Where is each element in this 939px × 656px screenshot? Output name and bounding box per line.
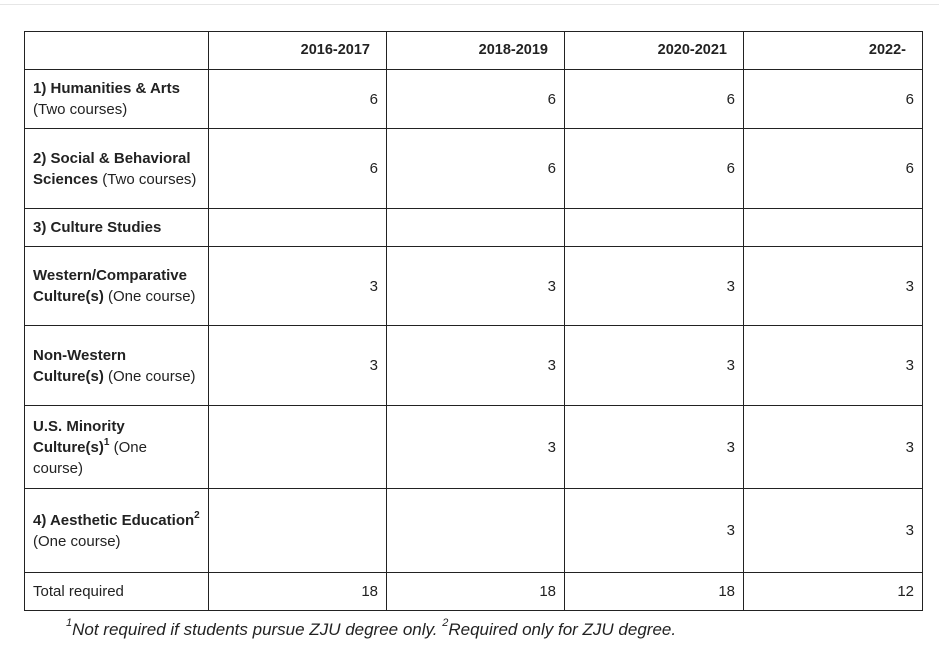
- value-cell: 6: [208, 128, 387, 209]
- row-label-note: (One course): [103, 367, 196, 385]
- table-row: 1) Humanities & Arts (Two courses) 6 6 6 …: [24, 69, 923, 129]
- header-cell-2020-2021: 2020-2021: [564, 31, 744, 70]
- header-cell-2016-2017: 2016-2017: [208, 31, 387, 70]
- row-label: Western/Comparative Culture(s) (One cour…: [24, 246, 209, 326]
- value-cell: [564, 208, 744, 247]
- row-label-bold: 3) Culture Studies: [33, 219, 162, 236]
- table-row: Non-Western Culture(s) (One course) 3 3 …: [24, 325, 923, 406]
- value-cell: [386, 208, 565, 247]
- value-cell: 6: [564, 69, 744, 129]
- value-cell: 18: [208, 572, 387, 611]
- footnote-text-1: Not required if students pursue ZJU degr…: [72, 620, 443, 639]
- row-label-bold: Western/Comparative Culture(s): [33, 267, 187, 305]
- footnote-marker: 1: [103, 436, 110, 448]
- header-cell-2022: 2022-: [743, 31, 923, 70]
- row-label-note: (Two courses): [33, 101, 128, 118]
- row-label: 2) Social & Behavioral Sciences (Two cou…: [24, 128, 209, 209]
- value-cell: 6: [208, 69, 387, 129]
- value-cell: 3: [743, 246, 923, 326]
- row-label-note: (One course): [33, 438, 147, 477]
- table-row: 4) Aesthetic Education2 (One course) 3 3: [24, 488, 923, 573]
- value-cell: 6: [743, 69, 923, 129]
- value-cell: 18: [564, 572, 744, 611]
- value-cell: 3: [564, 488, 744, 573]
- table-row-total: Total required 18 18 18 12: [24, 572, 923, 611]
- row-label-bold: U.S. Minority Culture(s): [33, 417, 125, 456]
- value-cell: 3: [564, 405, 744, 489]
- top-divider: [0, 4, 939, 5]
- footnote-marker-2: 2: [442, 617, 449, 630]
- value-cell: 6: [743, 128, 923, 209]
- value-cell: 6: [386, 69, 565, 129]
- row-label-bold: Non-Western Culture(s): [33, 346, 127, 385]
- header-cell-empty: [24, 31, 209, 70]
- value-cell: 3: [208, 246, 387, 326]
- table-row: 2) Social & Behavioral Sciences (Two cou…: [24, 128, 923, 209]
- value-cell: 3: [208, 325, 387, 406]
- value-cell: [386, 488, 565, 573]
- value-cell: 3: [386, 405, 565, 489]
- header-cell-2018-2019: 2018-2019: [386, 31, 565, 70]
- value-cell: 3: [743, 405, 923, 489]
- row-label-note: (Two courses): [98, 170, 197, 188]
- footnote: 1Not required if students pursue ZJU deg…: [66, 617, 677, 641]
- footnote-text-2: Required only for ZJU degree.: [448, 620, 677, 639]
- table-row: Western/Comparative Culture(s) (One cour…: [24, 246, 923, 326]
- footnote-marker: 2: [194, 509, 200, 521]
- table-row: U.S. Minority Culture(s)1 (One course) 3…: [24, 405, 923, 489]
- value-cell: [208, 488, 387, 573]
- value-cell: 18: [386, 572, 565, 611]
- row-label: 3) Culture Studies: [24, 208, 209, 247]
- value-cell: 3: [386, 246, 565, 326]
- value-cell: [208, 208, 387, 247]
- row-label-bold: 2) Social & Behavioral Sciences: [33, 149, 191, 188]
- row-label-total: Total required: [24, 572, 209, 611]
- row-label-bold: 1) Humanities & Arts: [33, 80, 180, 97]
- value-cell: 3: [743, 488, 923, 573]
- value-cell: [208, 405, 387, 489]
- table-row: 3) Culture Studies: [24, 208, 923, 247]
- value-cell: 6: [386, 128, 565, 209]
- row-label: 4) Aesthetic Education2 (One course): [24, 488, 209, 573]
- row-label-note: (One course): [103, 288, 196, 305]
- row-label-bold: 4) Aesthetic Education: [33, 511, 195, 529]
- credit-requirements-table: 2016-2017 2018-2019 2020-2021 2022- 1) H…: [24, 31, 923, 611]
- value-cell: 3: [564, 325, 744, 406]
- value-cell: 3: [743, 325, 923, 406]
- table-header-row: 2016-2017 2018-2019 2020-2021 2022-: [24, 31, 923, 70]
- row-label: 1) Humanities & Arts (Two courses): [24, 69, 209, 129]
- value-cell: 12: [743, 572, 923, 611]
- footnote-marker-1: 1: [66, 617, 73, 630]
- row-label: Non-Western Culture(s) (One course): [24, 325, 209, 406]
- value-cell: [743, 208, 923, 247]
- value-cell: 3: [386, 325, 565, 406]
- row-label: U.S. Minority Culture(s)1 (One course): [24, 405, 209, 489]
- value-cell: 6: [564, 128, 744, 209]
- row-label-note: (One course): [33, 532, 121, 550]
- value-cell: 3: [564, 246, 744, 326]
